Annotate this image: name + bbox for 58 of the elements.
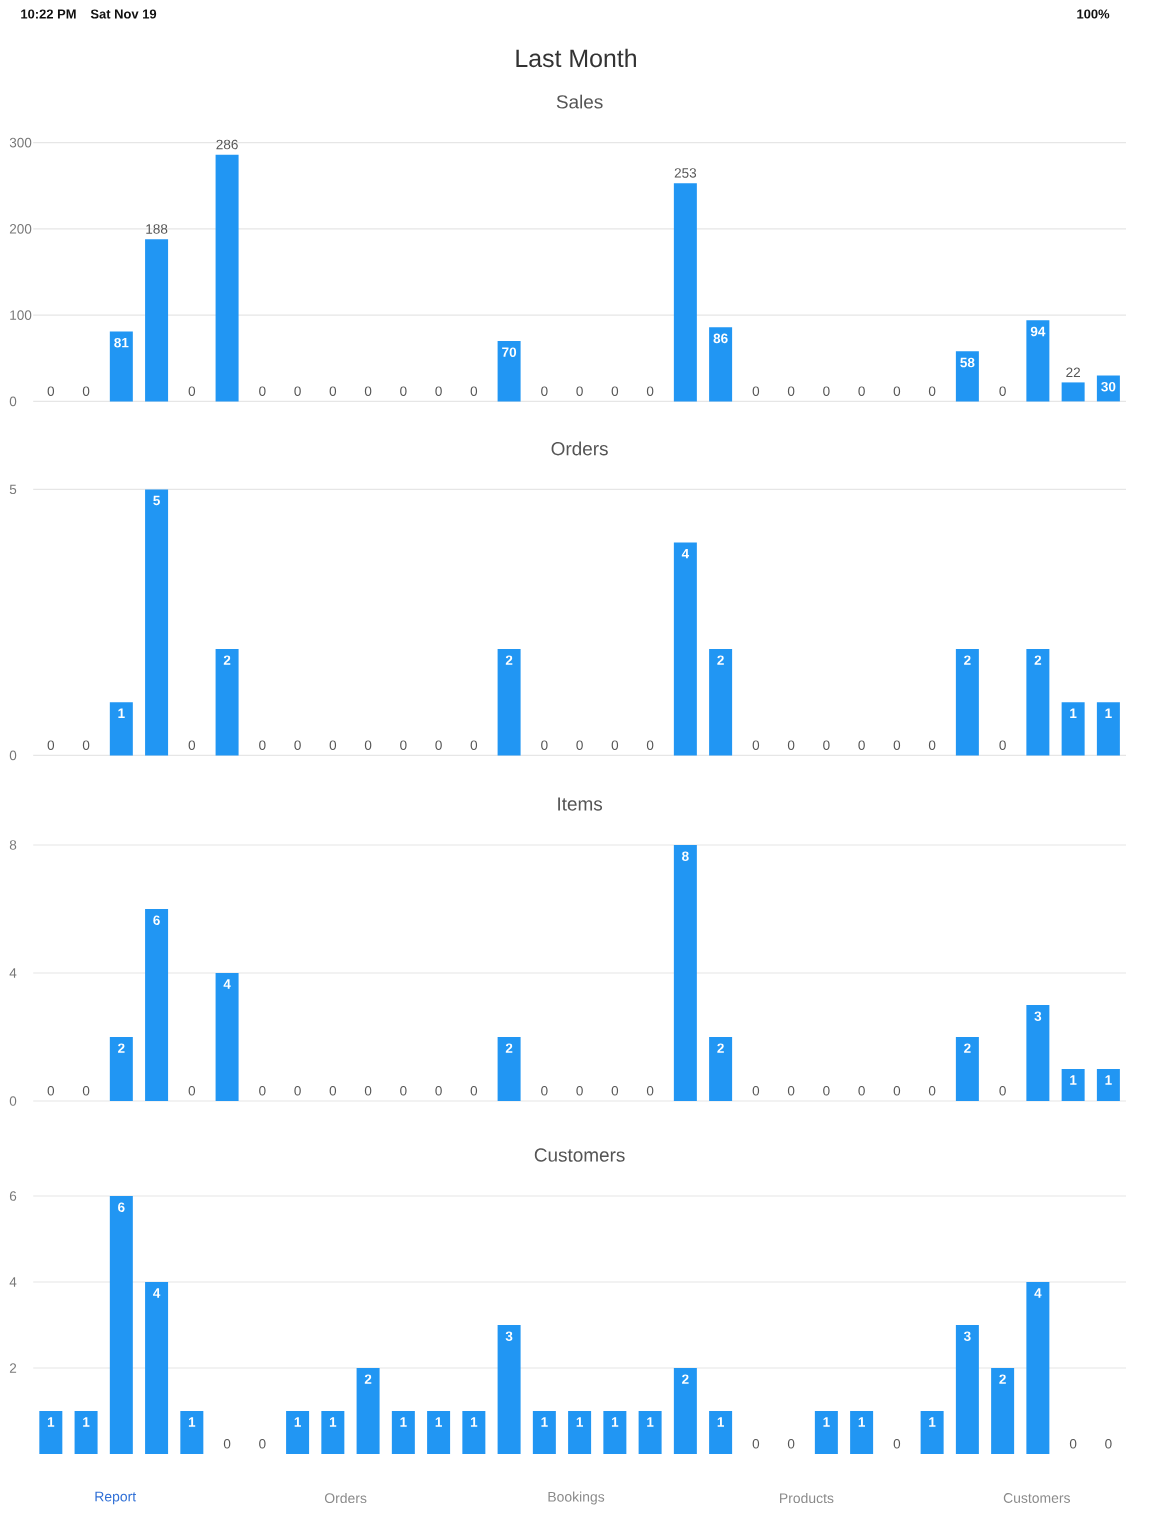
bar [955,1036,979,1101]
bar [462,1411,486,1454]
bar [673,542,697,756]
bar [920,1411,944,1454]
bar [145,489,169,756]
bar [215,648,239,756]
chart-title: Sales [556,94,603,109]
bar [991,1368,1015,1454]
bar [497,1325,521,1454]
bar [109,702,133,756]
text: Last Month [516,48,636,68]
bar [673,1368,697,1454]
bar [145,908,169,1101]
bar [391,1411,415,1454]
bar [427,1411,451,1454]
bar [532,1411,556,1454]
bar [215,154,239,402]
bar [638,1411,662,1454]
bar [1026,1282,1050,1454]
bar [709,1036,733,1101]
bar [568,1411,592,1454]
bar [215,972,239,1101]
bar [673,183,697,402]
bar [709,648,733,756]
bar [39,1411,63,1454]
bar [955,1325,979,1454]
bar [1096,702,1120,756]
bar [497,1036,521,1101]
bar [1061,702,1085,756]
bar [145,239,169,402]
bar [286,1411,310,1454]
bar [673,844,697,1101]
bar [145,1282,169,1454]
bar [1061,1068,1085,1101]
bar [1026,320,1050,402]
bar [955,351,979,402]
bar [109,1036,133,1101]
chart-title: Customers [534,1148,625,1162]
bar [497,341,521,402]
bar [814,1411,838,1454]
bar [180,1411,204,1454]
bar [356,1368,380,1454]
bar [603,1411,627,1454]
bar [109,331,133,402]
bar [1026,648,1050,756]
chart-title: Items [558,797,603,811]
bar [709,1411,733,1454]
bar [1061,382,1085,402]
bar [709,327,733,402]
bar [1096,1068,1120,1101]
bar [955,648,979,756]
bar [1026,1004,1050,1101]
bar [497,648,521,756]
bar [74,1411,98,1454]
bar [109,1196,133,1454]
bar [321,1411,345,1454]
chart-title: Orders [551,441,608,456]
bar [850,1411,874,1454]
